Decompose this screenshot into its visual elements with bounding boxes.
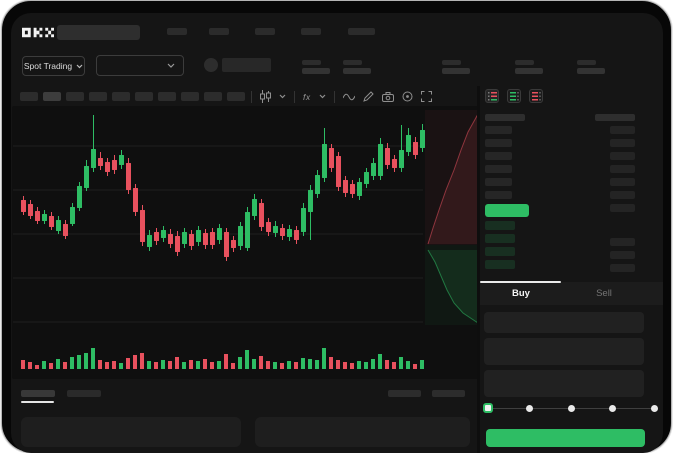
ask-amount-placeholder bbox=[610, 152, 635, 160]
nav-item-placeholder[interactable] bbox=[348, 28, 375, 35]
divider bbox=[477, 86, 480, 453]
interval-button[interactable] bbox=[20, 92, 38, 101]
chart-toolbar: fx bbox=[251, 89, 432, 104]
ask-amount-placeholder bbox=[610, 126, 635, 134]
market-type-selector[interactable]: Spot Trading bbox=[22, 56, 85, 76]
footer-panel bbox=[21, 417, 241, 447]
footer-action-placeholder[interactable] bbox=[432, 390, 465, 397]
candle-bodies bbox=[21, 130, 425, 257]
stat-label-placeholder bbox=[577, 60, 596, 65]
indicators-fx-icon[interactable]: fx bbox=[303, 91, 311, 102]
interval-button[interactable] bbox=[112, 92, 130, 101]
orderbook-view-bids-icon[interactable] bbox=[507, 89, 521, 103]
interval-button[interactable] bbox=[158, 92, 176, 101]
bid-amount-placeholder bbox=[610, 238, 635, 246]
camera-snapshot-icon[interactable] bbox=[381, 91, 394, 102]
divider bbox=[333, 90, 335, 103]
nav-item-placeholder[interactable] bbox=[209, 28, 229, 35]
nav-item-placeholder[interactable] bbox=[167, 28, 187, 35]
footer-panel bbox=[255, 417, 470, 447]
slider-stop[interactable] bbox=[609, 405, 616, 412]
divider bbox=[294, 90, 295, 103]
orderbook-view-combined-icon[interactable] bbox=[485, 89, 499, 103]
buy-submit-button[interactable] bbox=[486, 429, 645, 447]
stat-value-placeholder bbox=[577, 68, 605, 74]
ask-amount-placeholder bbox=[610, 204, 635, 212]
chevron-down-icon[interactable] bbox=[279, 94, 286, 99]
active-tab-underline bbox=[480, 281, 561, 283]
line-overlay-icon[interactable] bbox=[342, 93, 355, 101]
slider-stop[interactable] bbox=[567, 405, 575, 412]
footer-tab-placeholder[interactable] bbox=[21, 390, 55, 397]
bid-price-placeholder[interactable] bbox=[485, 260, 515, 269]
bid-price-placeholder[interactable] bbox=[485, 247, 515, 256]
interval-button[interactable] bbox=[227, 92, 245, 101]
interval-button[interactable] bbox=[135, 92, 153, 101]
tab-buy[interactable]: Buy bbox=[512, 288, 530, 299]
fullscreen-icon[interactable] bbox=[420, 91, 432, 102]
candle-wicks bbox=[23, 115, 423, 261]
chevron-down-icon[interactable] bbox=[319, 94, 326, 99]
footer-tab-underline bbox=[21, 401, 54, 403]
interval-button[interactable] bbox=[66, 92, 84, 101]
coin-avatar bbox=[204, 58, 218, 72]
last-price-row[interactable] bbox=[485, 204, 529, 217]
ask-price-placeholder[interactable] bbox=[485, 139, 512, 147]
stat-label-placeholder bbox=[302, 60, 321, 65]
nav-item-placeholder[interactable] bbox=[301, 28, 321, 35]
draw-pencil-icon[interactable] bbox=[362, 91, 374, 102]
okx-logo bbox=[22, 27, 54, 38]
pair-name-placeholder bbox=[222, 58, 271, 72]
stat-value-placeholder bbox=[343, 68, 371, 74]
footer-action-placeholder[interactable] bbox=[388, 390, 421, 397]
interval-button[interactable] bbox=[89, 92, 107, 101]
ob-amount-header-placeholder bbox=[595, 114, 635, 121]
ask-price-placeholder[interactable] bbox=[485, 126, 512, 134]
stat-label-placeholder bbox=[343, 60, 362, 65]
depth-panel bbox=[425, 110, 479, 325]
ask-price-placeholder[interactable] bbox=[485, 191, 512, 199]
market-type-label: Spot Trading bbox=[23, 61, 73, 71]
slider-stop[interactable] bbox=[526, 405, 533, 412]
interval-button[interactable] bbox=[43, 92, 61, 101]
interval-button[interactable] bbox=[204, 92, 222, 101]
slider-stop[interactable] bbox=[650, 405, 658, 412]
interval-button[interactable] bbox=[181, 92, 199, 101]
bid-price-placeholder[interactable] bbox=[485, 234, 515, 243]
footer-tab-placeholder[interactable] bbox=[67, 390, 101, 397]
settings-target-icon[interactable] bbox=[402, 91, 413, 102]
slider-handle[interactable] bbox=[483, 403, 493, 413]
bid-amount-placeholder bbox=[610, 251, 635, 259]
stat-label-placeholder bbox=[515, 60, 534, 65]
topnav-search-placeholder[interactable] bbox=[57, 25, 140, 40]
candle-type-icon[interactable] bbox=[260, 90, 271, 103]
orderbook-view-asks-icon[interactable] bbox=[529, 89, 543, 103]
ask-amount-placeholder bbox=[610, 139, 635, 147]
pair-selector[interactable] bbox=[96, 55, 184, 76]
stat-value-placeholder bbox=[442, 68, 470, 74]
ask-price-placeholder[interactable] bbox=[485, 165, 512, 173]
stat-value-placeholder bbox=[515, 68, 543, 74]
nav-item-placeholder[interactable] bbox=[255, 28, 275, 35]
bid-price-placeholder[interactable] bbox=[485, 221, 515, 230]
chevron-down-icon bbox=[167, 63, 175, 68]
trade-input-placeholder[interactable] bbox=[484, 338, 644, 365]
ask-price-placeholder[interactable] bbox=[485, 178, 512, 186]
ob-price-header-placeholder bbox=[485, 114, 525, 121]
trade-input-placeholder[interactable] bbox=[484, 370, 644, 397]
bid-amount-placeholder bbox=[610, 264, 635, 272]
trade-input-placeholder[interactable] bbox=[484, 312, 644, 333]
volume-bars bbox=[21, 348, 424, 369]
ask-amount-placeholder bbox=[610, 165, 635, 173]
ask-amount-placeholder bbox=[610, 191, 635, 199]
chevron-down-icon bbox=[76, 64, 83, 68]
divider bbox=[251, 90, 252, 103]
stat-label-placeholder bbox=[442, 60, 461, 65]
tab-sell[interactable]: Sell bbox=[596, 288, 612, 299]
ask-price-placeholder[interactable] bbox=[485, 152, 512, 160]
ask-amount-placeholder bbox=[610, 178, 635, 186]
trade-tabs-bar bbox=[480, 282, 663, 305]
stat-value-placeholder bbox=[302, 68, 330, 74]
